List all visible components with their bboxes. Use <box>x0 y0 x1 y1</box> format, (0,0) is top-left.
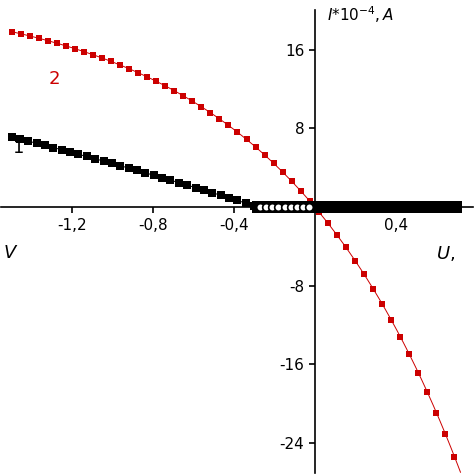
Text: $\mathit{U,}$: $\mathit{U,}$ <box>436 245 456 264</box>
Text: $\mathit{I{*}10^{-4}, A}$: $\mathit{I{*}10^{-4}, A}$ <box>327 4 394 25</box>
Text: $\mathit{1}$: $\mathit{1}$ <box>11 139 23 157</box>
Text: $\mathit{2}$: $\mathit{2}$ <box>48 70 60 88</box>
Text: $\mathit{V}$: $\mathit{V}$ <box>3 245 19 263</box>
